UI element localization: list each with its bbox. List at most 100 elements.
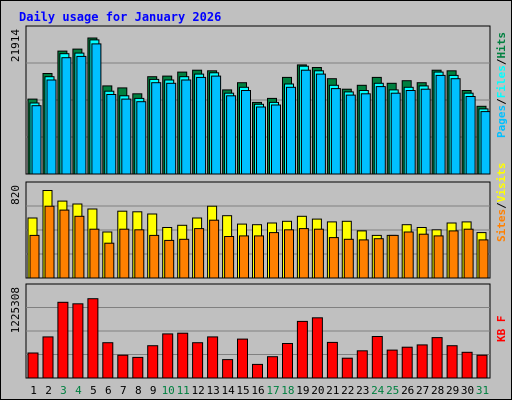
bar-pages-day-10 bbox=[166, 82, 177, 175]
bar-kbytes-day-4 bbox=[72, 303, 84, 379]
x-tick-label: 5 bbox=[90, 384, 97, 397]
x-tick-label: 30 bbox=[461, 384, 474, 397]
bar-pages-day-11 bbox=[181, 79, 192, 175]
bar-kbytes-day-11 bbox=[177, 332, 189, 379]
y-max-label-hits-files-pages: 21914 bbox=[9, 29, 22, 62]
bar-sites-day-26 bbox=[403, 231, 414, 279]
bar-sites-day-18 bbox=[284, 229, 294, 279]
bar-pages-day-23 bbox=[360, 93, 371, 175]
bar-sites-day-31 bbox=[478, 239, 489, 279]
bar-sites-day-20 bbox=[313, 228, 324, 279]
bar-sites-day-9 bbox=[149, 234, 160, 279]
bar-sites-day-5 bbox=[89, 228, 100, 279]
legend-entry: / bbox=[495, 202, 508, 209]
bar-pages-day-29 bbox=[450, 78, 461, 175]
bar-kbytes-day-15 bbox=[237, 338, 248, 379]
legend-entry: / bbox=[495, 98, 508, 105]
bar-sites-day-23 bbox=[358, 239, 369, 279]
x-tick-label: 24 bbox=[371, 384, 385, 397]
bar-sites-day-29 bbox=[448, 230, 459, 279]
bar-sites-day-12 bbox=[194, 228, 205, 279]
bar-pages-day-9 bbox=[151, 82, 162, 175]
bar-pages-day-2 bbox=[46, 79, 57, 175]
x-tick-label: 4 bbox=[75, 384, 82, 397]
legend-entry: Pages bbox=[495, 105, 508, 138]
x-tick-label: 10 bbox=[162, 384, 175, 397]
bar-pages-day-20 bbox=[315, 73, 326, 175]
bar-pages-day-28 bbox=[435, 74, 446, 175]
legend-visits-sites: Sites/Visits bbox=[495, 163, 508, 243]
bar-kbytes-day-2 bbox=[42, 336, 54, 379]
bar-sites-day-15 bbox=[239, 235, 249, 279]
legend-entry: Hits bbox=[495, 32, 508, 59]
legend-entry: Sites bbox=[495, 209, 508, 242]
bar-pages-day-22 bbox=[345, 94, 356, 175]
bar-pages-day-3 bbox=[61, 57, 72, 175]
bar-kbytes-day-27 bbox=[416, 344, 428, 379]
bar-pages-day-7 bbox=[121, 98, 132, 175]
bar-kbytes-day-30 bbox=[461, 351, 473, 379]
x-tick-label: 27 bbox=[416, 384, 429, 397]
x-tick-label: 12 bbox=[191, 384, 204, 397]
bar-pages-day-18 bbox=[286, 86, 296, 175]
bar-pages-day-30 bbox=[465, 96, 476, 175]
bar-kbytes-day-22 bbox=[341, 357, 353, 379]
x-tick-label: 6 bbox=[105, 384, 112, 397]
bar-sites-day-17 bbox=[269, 232, 279, 279]
legend-hits-files-pages: Pages/Files/Hits bbox=[495, 32, 508, 138]
x-tick-label: 31 bbox=[476, 384, 489, 397]
x-tick-label: 13 bbox=[206, 384, 219, 397]
bar-pages-day-25 bbox=[390, 92, 401, 175]
x-tick-label: 21 bbox=[326, 384, 339, 397]
x-tick-label: 22 bbox=[341, 384, 354, 397]
x-tick-label: 25 bbox=[386, 384, 399, 397]
x-tick-label: 8 bbox=[135, 384, 142, 397]
x-tick-label: 16 bbox=[251, 384, 264, 397]
bar-kbytes-day-14 bbox=[222, 359, 234, 379]
x-tick-label: 23 bbox=[356, 384, 369, 397]
bar-sites-day-22 bbox=[343, 238, 354, 279]
bar-sites-day-4 bbox=[74, 215, 85, 279]
y-max-label-kbytes: 1225308 bbox=[9, 287, 22, 333]
bar-sites-day-30 bbox=[463, 228, 474, 279]
bar-kbytes-day-20 bbox=[311, 317, 323, 379]
legend-entry: Visits bbox=[495, 163, 508, 203]
x-tick-label: 19 bbox=[296, 384, 309, 397]
bar-kbytes-day-18 bbox=[282, 343, 293, 379]
bar-kbytes-day-1 bbox=[27, 352, 39, 379]
x-tick-label: 26 bbox=[401, 384, 414, 397]
bar-sites-day-2 bbox=[44, 205, 55, 279]
bar-kbytes-day-12 bbox=[192, 342, 204, 379]
bar-kbytes-day-24 bbox=[371, 336, 383, 379]
bar-pages-day-26 bbox=[405, 90, 416, 175]
x-tick-label: 28 bbox=[431, 384, 444, 397]
bar-kbytes-day-21 bbox=[326, 341, 338, 379]
bar-sites-day-3 bbox=[59, 209, 70, 279]
bar-kbytes-day-16 bbox=[252, 363, 263, 379]
chart-title: Daily usage for January 2026 bbox=[19, 10, 221, 24]
bar-sites-day-1 bbox=[29, 234, 40, 279]
x-tick-label: 29 bbox=[446, 384, 459, 397]
bar-sites-day-19 bbox=[298, 228, 309, 279]
bar-sites-day-6 bbox=[104, 242, 115, 279]
bar-sites-day-28 bbox=[433, 235, 444, 279]
bar-pages-day-13 bbox=[211, 75, 222, 175]
bar-pages-day-19 bbox=[300, 69, 311, 175]
bar-pages-day-24 bbox=[375, 86, 386, 175]
bar-kbytes-day-8 bbox=[132, 356, 144, 379]
bar-kbytes-day-19 bbox=[296, 320, 308, 379]
bar-sites-day-11 bbox=[179, 238, 190, 279]
bar-kbytes-day-31 bbox=[476, 354, 488, 379]
bar-pages-day-4 bbox=[76, 55, 87, 175]
x-tick-label: 7 bbox=[120, 384, 127, 397]
bar-pages-day-14 bbox=[226, 95, 237, 175]
bar-kbytes-day-10 bbox=[162, 333, 174, 379]
bar-sites-day-16 bbox=[254, 235, 264, 279]
bar-kbytes-day-23 bbox=[356, 350, 368, 379]
bar-pages-day-15 bbox=[241, 90, 251, 175]
bar-pages-day-31 bbox=[480, 111, 491, 175]
bar-pages-day-27 bbox=[420, 88, 431, 175]
legend-entry: Files bbox=[495, 65, 508, 98]
